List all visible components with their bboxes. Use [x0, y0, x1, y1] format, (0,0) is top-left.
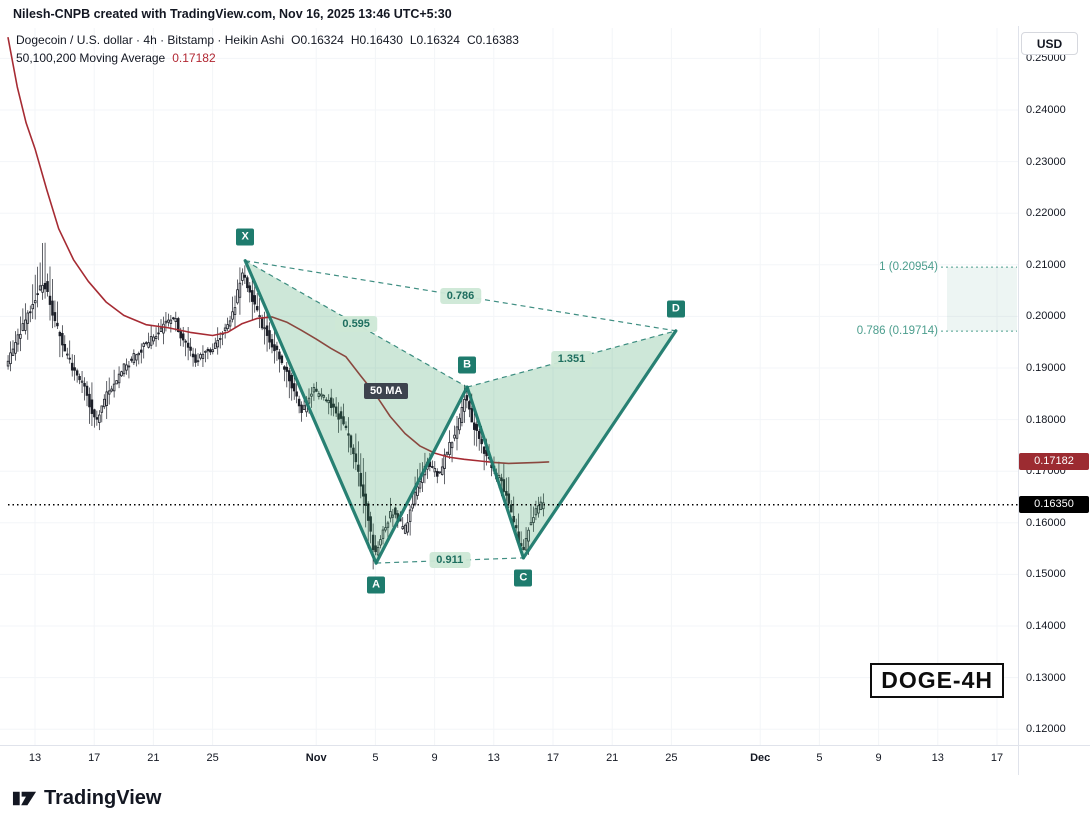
time-axis[interactable]: 13 17 21 25 Nov 5 9 13 17 21 25 Dec 5 9 13 17 — [0, 745, 1018, 775]
time-axis-label-9: 9 — [431, 752, 438, 764]
pattern-point-B[interactable]: B — [458, 356, 477, 374]
price-axis-label: 0.15000 — [1026, 568, 1066, 581]
tradingview-logo-text: TradingView — [44, 787, 162, 809]
price-axis-label: 0.25000 — [1026, 52, 1066, 65]
price-axis-label: 0.14000 — [1026, 620, 1066, 632]
symbol-info-row: Dogecoin / U.S. dollar · 4h · Bitstamp ·… — [16, 33, 519, 47]
target-levels — [941, 266, 1017, 332]
pattern-ratio-0.595[interactable]: 0.595 — [335, 315, 377, 332]
ma-50-tag: 50 MA — [364, 383, 409, 399]
currency-toggle-button[interactable]: USD — [1021, 32, 1078, 55]
price-axis[interactable]: 0.25000 0.24000 0.23000 0.22000 0.21000 0.200… — [1018, 26, 1090, 775]
time-axis-label-17: 17 — [990, 752, 1004, 764]
price-badge-0.16350: 0.16350 — [1019, 496, 1089, 514]
price-axis-label: 0.12000 — [1026, 723, 1066, 736]
pattern-point-A[interactable]: A — [367, 576, 386, 594]
time-axis-label-5: 5 — [816, 752, 823, 764]
price-axis-label: 0.24000 — [1026, 104, 1066, 116]
axis-borders — [0, 26, 1090, 775]
time-axis-label-21: 21 — [606, 752, 619, 764]
time-axis-label-Dec: Dec — [750, 752, 771, 764]
pattern-point-D[interactable]: D — [666, 300, 685, 318]
price-axis-label: 0.20000 — [1026, 310, 1066, 323]
grid — [0, 28, 1018, 745]
moving-average-line — [7, 36, 550, 465]
price-axis-label: 0.18000 — [1026, 413, 1066, 426]
price-axis-label: 0.19000 — [1026, 362, 1066, 374]
ohlc-close: C0.16383 — [466, 33, 519, 47]
tradingview-logo[interactable]: TradingView — [12, 786, 161, 811]
price-axis-label: 0.13000 — [1026, 671, 1066, 684]
time-axis-label-21: 21 — [147, 752, 160, 764]
xabcd-pattern — [243, 259, 678, 565]
target-level-label: 0.786 (0.19714) — [856, 325, 938, 338]
time-axis-label-25: 25 — [665, 752, 678, 764]
symbol-title: Dogecoin / U.S. dollar · 4h · Bitstamp ·… — [16, 33, 285, 47]
time-axis-label-9: 9 — [875, 752, 882, 764]
tradingview-logo-icon — [12, 791, 37, 806]
ma-indicator-value: 0.17182 — [172, 51, 216, 65]
time-axis-label-17: 17 — [88, 752, 101, 764]
price-axis-label: 0.16000 — [1026, 516, 1066, 529]
ma-indicator-label: 50,100,200 Moving Average — [16, 51, 166, 65]
attribution-text: Nilesh-CNPB created with TradingView.com… — [13, 7, 452, 21]
indicator-row: 50,100,200 Moving Average 0.17182 — [16, 51, 216, 65]
time-axis-label-13: 13 — [931, 752, 944, 764]
pattern-ratio-1.351[interactable]: 1.351 — [550, 350, 593, 367]
pattern-point-C[interactable]: C — [514, 569, 533, 587]
time-axis-label-25: 25 — [206, 752, 219, 764]
time-axis-label-13: 13 — [487, 752, 500, 764]
time-axis-label-17: 17 — [546, 752, 560, 764]
pattern-ratio-0.786[interactable]: 0.786 — [439, 287, 482, 304]
target-level-label: 1 (0.20954) — [879, 261, 938, 274]
ohlc-low: L0.16324 — [409, 33, 460, 47]
pattern-point-X[interactable]: X — [236, 228, 255, 246]
price-axis-label: 0.23000 — [1026, 155, 1066, 168]
price-badge-0.17182: 0.17182 — [1019, 453, 1089, 471]
pattern-ratio-0.911[interactable]: 0.911 — [429, 552, 471, 569]
time-axis-label-5: 5 — [372, 752, 379, 764]
price-axis-label: 0.21000 — [1026, 258, 1066, 271]
ohlc-open: O0.16324 — [291, 33, 344, 47]
time-axis-label-13: 13 — [28, 752, 42, 764]
price-axis-label: 0.22000 — [1026, 207, 1066, 220]
symbol-watermark: DOGE-4H — [870, 663, 1004, 698]
ohlc-high: H0.16430 — [350, 33, 403, 47]
time-axis-label-Nov: Nov — [305, 752, 327, 764]
